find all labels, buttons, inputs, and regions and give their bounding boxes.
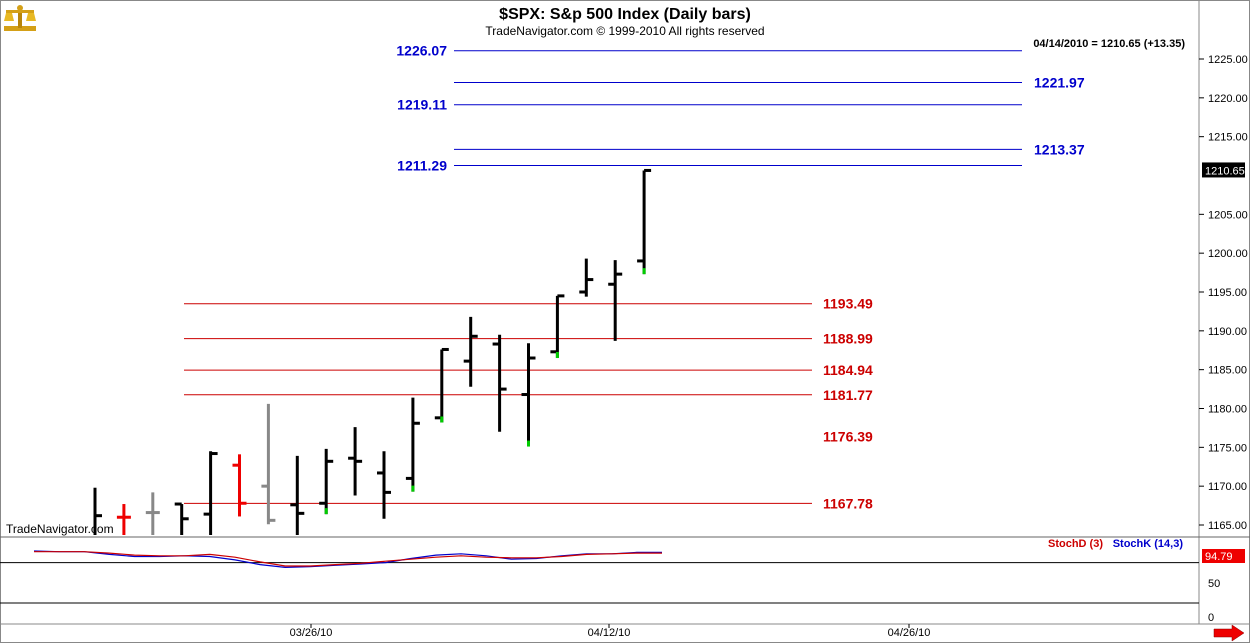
stochastics-panel: 50 0 94.79: [0, 549, 1245, 624]
stoch-value-box: [1202, 549, 1245, 563]
stoch-value-label: 94.79: [1205, 551, 1233, 563]
date-axis: 03/26/10 04/12/10 04/26/10: [290, 624, 931, 639]
price-tick-label: 1185.00: [1208, 365, 1247, 377]
ohlc-bar: [116, 504, 131, 535]
last-price-label: 1210.65: [1205, 165, 1245, 177]
fibonacci-levels: 1226.07 1221.97 1219.11 1213.37 1211.29 1193.…: [184, 43, 1085, 511]
fib-label-blue: 1221.97: [1034, 75, 1085, 91]
date-label: 04/12/10: [588, 627, 631, 639]
price-tick-label: 1220.00: [1208, 93, 1248, 105]
ohlc-bar: [637, 168, 652, 275]
ohlc-bar: [463, 316, 478, 387]
date-label: 03/26/10: [290, 627, 333, 639]
ohlc-bar: [579, 258, 594, 297]
price-axis: 1165.00 1170.00 1175.00 1180.00 1185.00 1190.…: [1199, 54, 1248, 532]
price-tick-label: 1175.00: [1208, 442, 1247, 454]
date-label: 04/26/10: [888, 627, 931, 639]
price-tick-label: 1190.00: [1208, 326, 1247, 338]
fib-label-blue: 1211.29: [397, 157, 447, 173]
fib-label-blue: 1219.11: [397, 97, 447, 113]
fib-label-blue: 1213.37: [1034, 141, 1085, 157]
last-bar-info: 04/14/2010 = 1210.65 (+13.35): [1033, 38, 1185, 50]
fib-label-red: 1188.99: [823, 331, 873, 347]
ohlc-bar: [550, 294, 565, 359]
fib-label-red: 1167.78: [823, 495, 873, 511]
fib-label-blue: 1226.07: [396, 43, 447, 59]
scales-logo-icon[interactable]: [4, 5, 36, 31]
price-tick-label: 1180.00: [1208, 404, 1247, 416]
price-tick-label: 1165.00: [1208, 520, 1247, 532]
ohlc-bar: [521, 343, 536, 447]
fib-label-red: 1184.94: [823, 362, 873, 378]
ohlc-bar: [145, 492, 160, 535]
ohlc-bar: [319, 448, 334, 515]
stochd-line: [34, 551, 662, 567]
fib-label-red: 1176.39: [823, 429, 873, 445]
ohlc-bar: [377, 451, 391, 519]
ohlc-bar: [232, 454, 247, 517]
stoch-tick-label: 0: [1208, 612, 1214, 624]
stoch-tick-label: 50: [1208, 578, 1220, 590]
last-price-box: [1202, 162, 1245, 178]
scroll-right-arrow-icon[interactable]: [1213, 624, 1245, 642]
price-tick-label: 1170.00: [1208, 481, 1247, 493]
last-price-marker: 1210.65: [1202, 162, 1245, 178]
ohlc-bar: [290, 455, 305, 535]
ohlc-bar: [348, 427, 363, 496]
ohlc-bar: [174, 502, 189, 535]
chart-subtitle: TradeNavigator.com © 1999-2010 All right…: [485, 24, 764, 38]
price-tick-label: 1225.00: [1208, 54, 1248, 66]
stochk-legend: StochK (14,3): [1113, 538, 1184, 550]
ohlc-bar: [492, 334, 507, 432]
ohlc-bar: [203, 451, 218, 535]
ohlc-bar: [608, 260, 623, 341]
price-tick-label: 1205.00: [1208, 209, 1248, 221]
stochd-legend: StochD (3): [1048, 538, 1103, 550]
price-tick-label: 1200.00: [1208, 248, 1248, 260]
price-tick-label: 1215.00: [1208, 132, 1248, 144]
ohlc-bar: [405, 397, 420, 492]
ohlc-bar: [93, 487, 102, 535]
fib-label-red: 1193.49: [823, 296, 873, 312]
watermark-text: TradeNavigator.com: [6, 522, 114, 536]
chart-title: $SPX: S&p 500 Index (Daily bars): [499, 6, 751, 23]
fib-label-red: 1181.77: [823, 387, 873, 403]
ohlc-bar: [434, 347, 449, 423]
ohlc-bars: [93, 168, 652, 535]
ohlc-bar: [261, 403, 276, 525]
price-tick-label: 1195.00: [1208, 287, 1247, 299]
